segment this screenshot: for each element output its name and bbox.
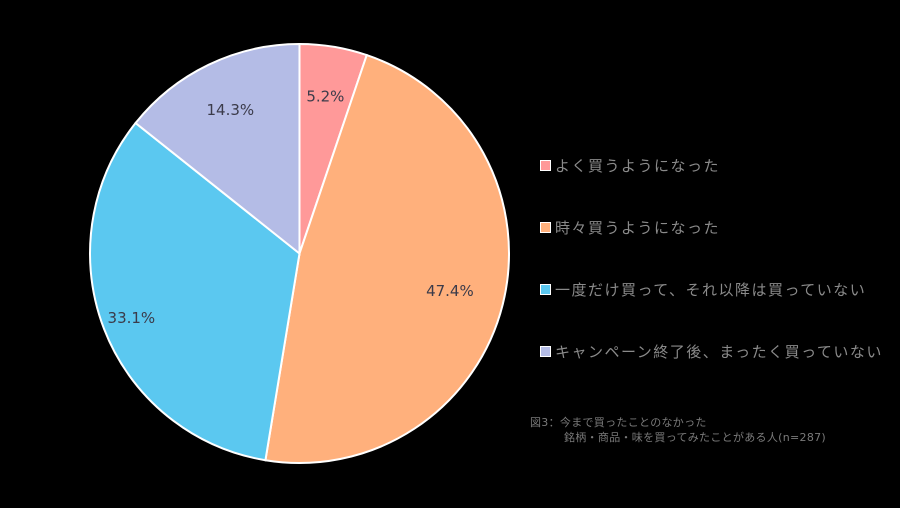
legend-swatch-once <box>540 283 551 295</box>
figure-caption: 図3：今まで買ったことのなかった 銘柄・商品・味を買ってみたことがある人(n=2… <box>530 415 826 445</box>
legend-label: よく買うようになった <box>555 156 721 175</box>
legend-item-sometimes: 時々買うようになった <box>540 217 883 237</box>
slice-label-once: 33.1% <box>108 309 156 327</box>
legend-item-often: よく買うようになった <box>540 155 883 175</box>
legend: よく買うようになった 時々買うようになった 一度だけ買って、それ以降は買っていな… <box>540 155 883 403</box>
legend-swatch-stopped <box>540 345 551 357</box>
caption-line-2: 銘柄・商品・味を買ってみたことがある人(n=287) <box>564 431 827 444</box>
caption-line-1: 図3：今まで買ったことのなかった <box>530 416 707 429</box>
pie-slice-stopped <box>134 42 301 256</box>
legend-swatch-sometimes <box>540 221 551 233</box>
legend-item-stopped: キャンペーン終了後、まったく買っていない <box>540 341 883 361</box>
slice-label-often: 5.2% <box>306 87 344 105</box>
pie-slice-once <box>89 121 301 462</box>
legend-label: 時々買うようになった <box>555 218 721 237</box>
legend-label: 一度だけ買って、それ以降は買っていない <box>555 280 867 299</box>
legend-swatch-often <box>540 159 551 171</box>
slice-label-stopped: 14.3% <box>207 101 255 119</box>
legend-item-once: 一度だけ買って、それ以降は買っていない <box>540 279 883 299</box>
pie-slices <box>89 42 510 464</box>
pie-slice-labels: 5.2% 47.4% 33.1% 14.3% <box>108 87 474 327</box>
pie-slice-sometimes <box>264 53 510 464</box>
legend-label: キャンペーン終了後、まったく買っていない <box>555 342 883 361</box>
slice-label-sometimes: 47.4% <box>426 282 474 300</box>
